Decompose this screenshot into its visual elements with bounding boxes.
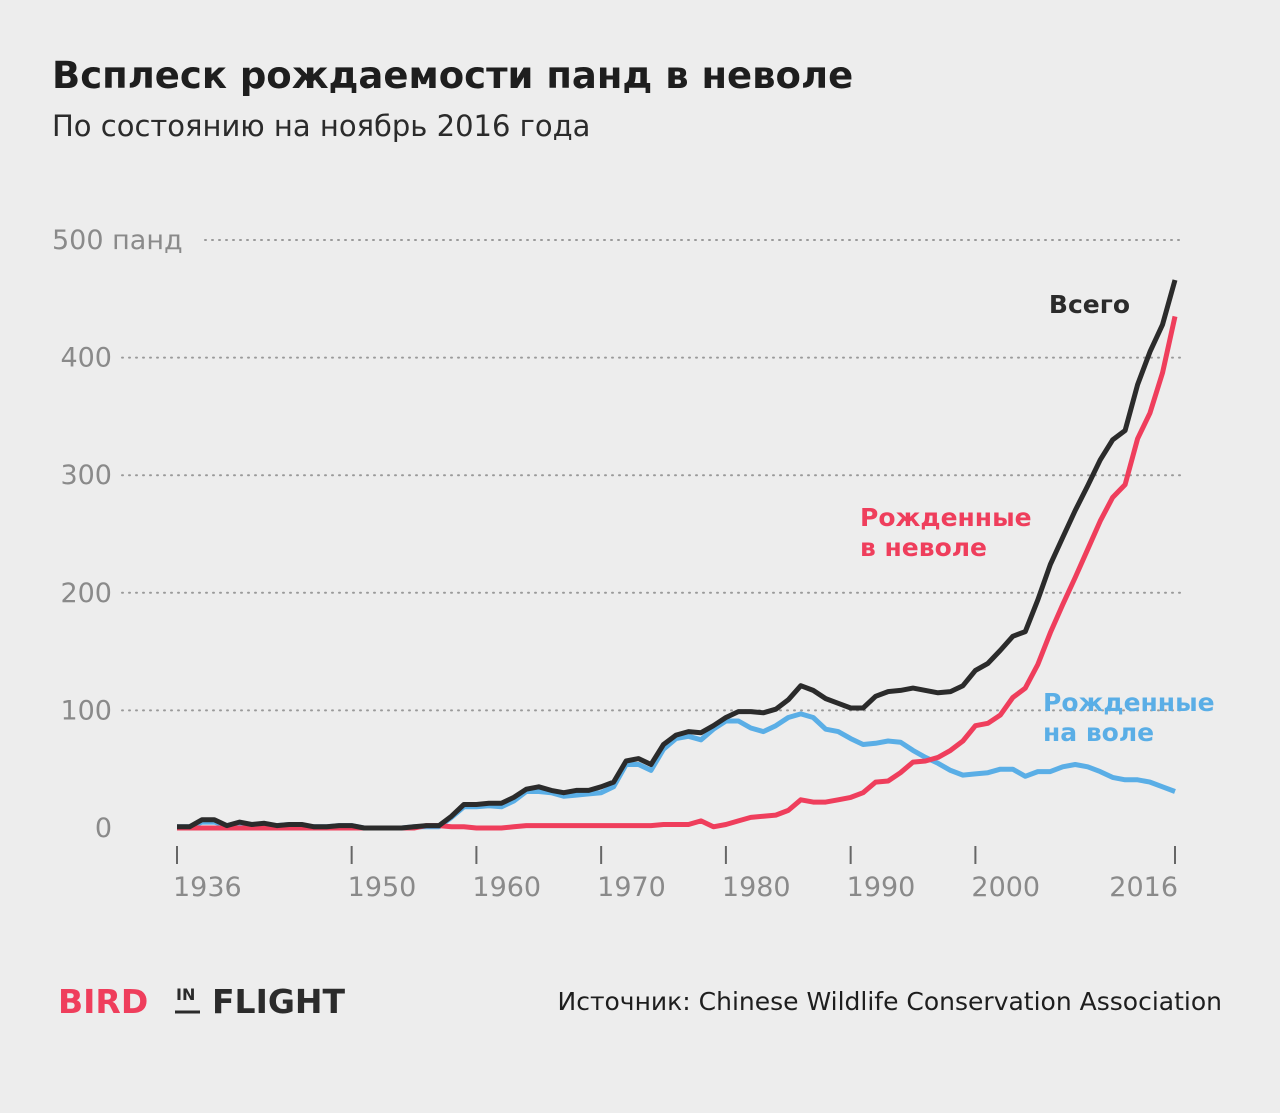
chart-subtitle: По состоянию на ноябрь 2016 года: [52, 109, 590, 143]
x-tick-label: 2000: [971, 872, 1040, 903]
logo-last: FLIGHT: [212, 982, 346, 1021]
source: Источник: Chinese Wildlife Conservation …: [558, 987, 1223, 1016]
y-tick-label: 0: [95, 813, 112, 844]
y-tick-label: 200: [60, 578, 112, 609]
series-label: Всего: [1048, 290, 1130, 319]
x-tick-label: 1980: [722, 872, 791, 903]
chart-title: Всплеск рождаемости панд в неволе: [52, 54, 853, 97]
logo-middle: IN: [176, 985, 195, 1004]
x-tick-label: 1990: [847, 872, 916, 903]
series-label: Рожденные на воле: [1043, 688, 1215, 747]
series-line: [177, 279, 1178, 831]
x-tick-label: 2016: [1109, 872, 1178, 903]
series-label: Рожденные в неволе: [860, 503, 1032, 562]
x-tick-label: 1936: [173, 872, 242, 903]
series-line: [177, 315, 1178, 831]
x-tick-label: 1960: [472, 872, 541, 903]
y-tick-label: 400: [60, 343, 112, 374]
x-tick-label: 1950: [348, 872, 417, 903]
y-tick-label: 100: [60, 695, 112, 726]
logo-first: BIRD: [58, 982, 148, 1021]
series-line: [177, 711, 1176, 831]
y-tick-label: 300: [60, 460, 112, 491]
x-tick-label: 1970: [597, 872, 666, 903]
y-tick-label: 500 панд: [52, 225, 183, 256]
